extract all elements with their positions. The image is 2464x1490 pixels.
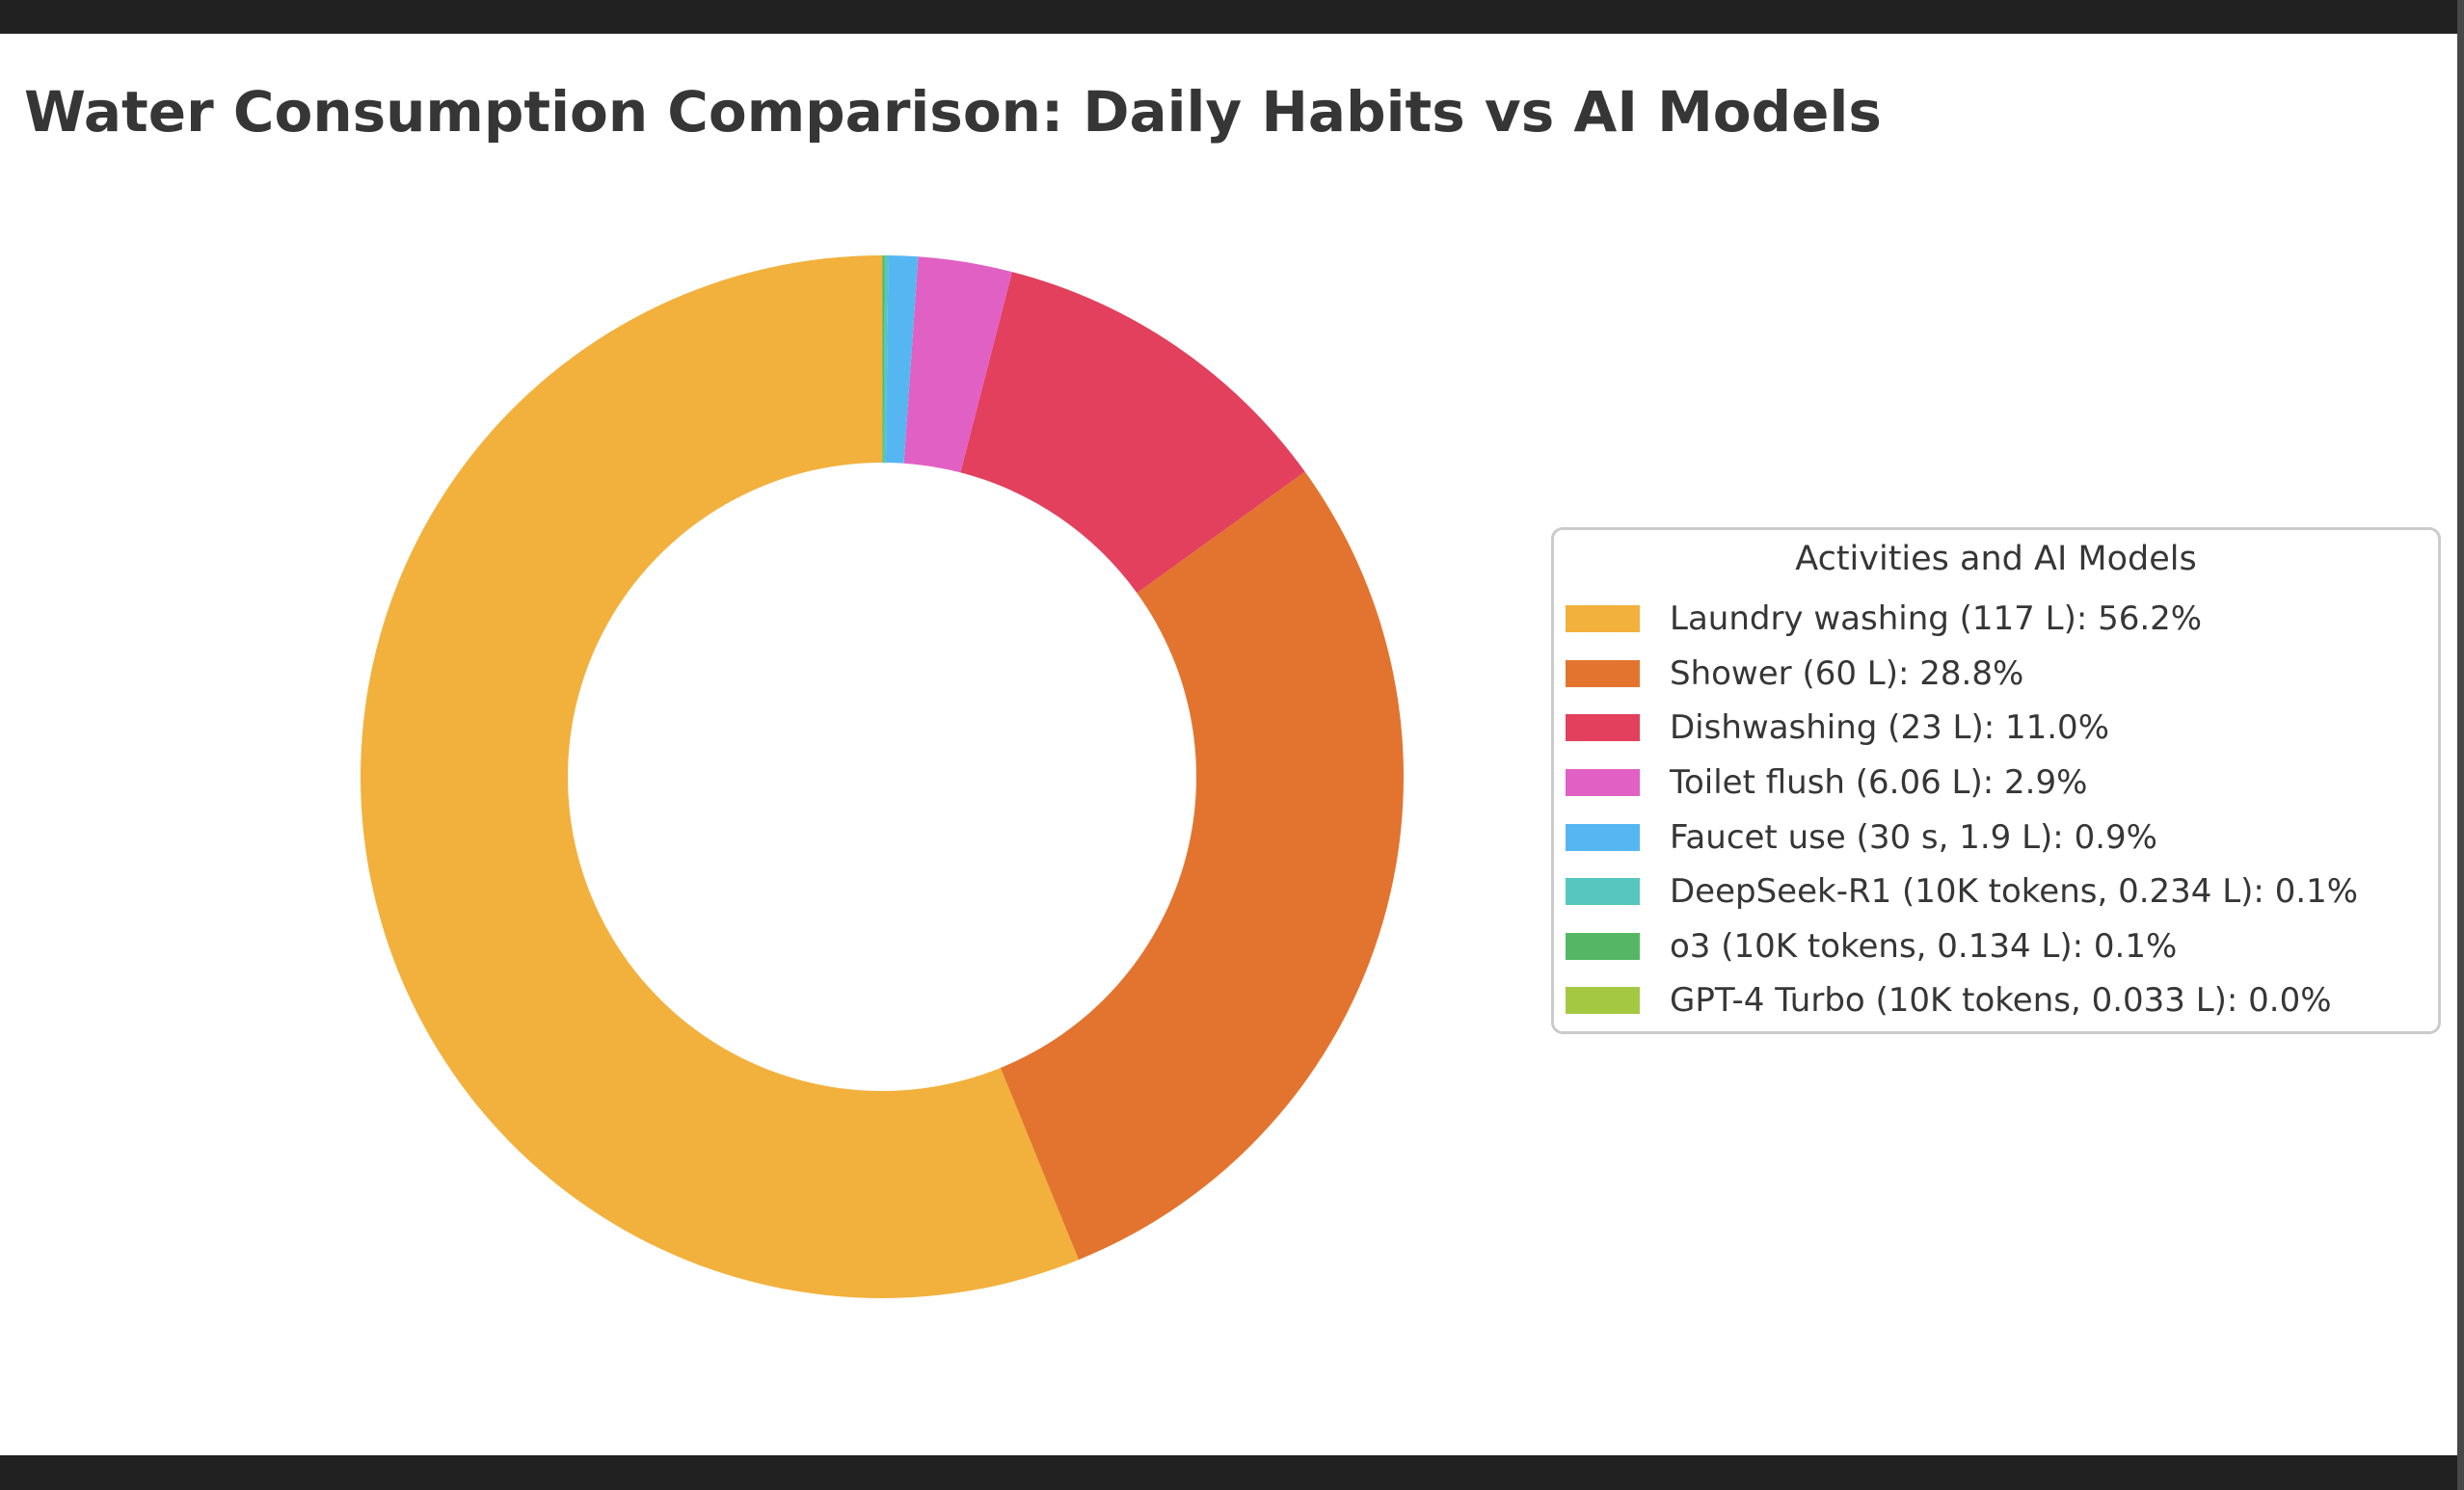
legend-swatch: [1566, 769, 1640, 797]
pie-slice-laundry-washing: [361, 255, 1079, 1299]
pie-slice-shower: [1000, 471, 1405, 1261]
pie-slice-faucet-use: [885, 255, 919, 464]
legend-item-label: Dishwashing (23 L): 11.0%: [1670, 708, 2109, 748]
legend-item: Shower (60 L): 28.8%: [1566, 647, 2430, 702]
pie-slice-dishwashing: [960, 272, 1305, 594]
chart-title: Water Consumption Comparison: Daily Habi…: [24, 78, 1882, 145]
chart-legend: Activities and AI Models Laundry washing…: [1551, 527, 2441, 1034]
legend-item: Faucet use (30 s, 1.9 L): 0.9%: [1566, 810, 2430, 865]
legend-swatch: [1566, 987, 1640, 1015]
legend-item-label: GPT-4 Turbo (10K tokens, 0.033 L): 0.0%: [1670, 981, 2332, 1021]
legend-item: GPT-4 Turbo (10K tokens, 0.033 L): 0.0%: [1566, 973, 2430, 1028]
legend-swatch: [1566, 605, 1640, 633]
legend-item-label: Faucet use (30 s, 1.9 L): 0.9%: [1670, 817, 2157, 857]
legend-title: Activities and AI Models: [1795, 540, 2197, 578]
legend-swatch: [1566, 714, 1640, 742]
legend-item: o3 (10K tokens, 0.134 L): 0.1%: [1566, 919, 2430, 974]
legend-item: Laundry washing (117 L): 56.2%: [1566, 592, 2430, 647]
legend-item: Toilet flush (6.06 L): 2.9%: [1566, 756, 2430, 811]
window-top-bar: [0, 0, 2464, 34]
legend-items: Laundry washing (117 L): 56.2% Shower (60…: [1566, 592, 2430, 1028]
pie-slice-toilet-flush: [903, 256, 1012, 473]
legend-swatch: [1566, 823, 1640, 851]
pie-slice-deepseek-r1: [883, 255, 889, 464]
legend-swatch: [1566, 878, 1640, 906]
legend-item-label: DeepSeek-R1 (10K tokens, 0.234 L): 0.1%: [1670, 872, 2359, 912]
pie-slice-o3: [882, 255, 885, 463]
legend-item-label: Laundry washing (117 L): 56.2%: [1670, 599, 2203, 639]
legend-item-label: o3 (10K tokens, 0.134 L): 0.1%: [1670, 926, 2178, 966]
legend-item: Dishwashing (23 L): 11.0%: [1566, 701, 2430, 756]
pie-slice-gpt-4-turbo: [882, 254, 883, 463]
legend-item-label: Toilet flush (6.06 L): 2.9%: [1670, 763, 2088, 803]
legend-swatch: [1566, 932, 1640, 960]
legend-item: DeepSeek-R1 (10K tokens, 0.234 L): 0.1%: [1566, 865, 2430, 919]
legend-swatch: [1566, 659, 1640, 687]
legend-item-label: Shower (60 L): 28.8%: [1670, 653, 2024, 693]
window-right-edge: [2457, 0, 2464, 1490]
window-bottom-bar: [0, 1455, 2464, 1490]
